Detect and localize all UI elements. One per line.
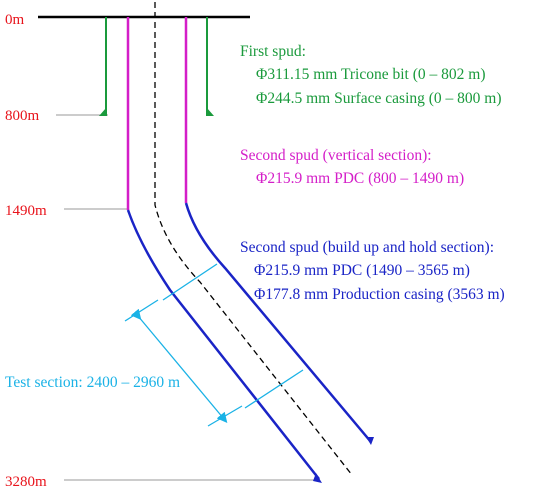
test-section-bottom-mark (244, 369, 304, 409)
production-casing-shoe-left (313, 473, 322, 483)
first-spud-title: First spud: (240, 43, 306, 60)
test-section-extent-bottom-leader (207, 405, 243, 427)
depth-label-0m: 0m (5, 12, 25, 28)
build-section-left-wall (126, 209, 320, 480)
test-section-dimension-arrow (130, 308, 228, 423)
test-section-extent-top-leader (124, 299, 159, 322)
second-spud-build-bit: Φ215.9 mm PDC (1490 – 3565 m) (254, 262, 470, 279)
production-casing-shoe-right (366, 437, 374, 445)
surface-casing-shoe-right (207, 108, 214, 116)
first-spud-bit: Φ311.15 mm Tricone bit (0 – 802 m) (256, 66, 485, 83)
test-section-label: Test section: 2400 – 2960 m (5, 374, 180, 391)
second-spud-vertical-bit: Φ215.9 mm PDC (800 – 1490 m) (256, 170, 464, 187)
depth-label-3280m: 3280m (5, 474, 47, 490)
depth-label-800m: 800m (5, 108, 40, 124)
surface-casing-shoe-left (99, 108, 106, 116)
test-section-top-mark (162, 263, 218, 301)
depth-label-1490m: 1490m (5, 203, 47, 219)
second-spud-build-title: Second spud (build up and hold section): (240, 239, 494, 256)
second-spud-vertical-title: Second spud (vertical section): (240, 147, 432, 164)
first-spud-casing: Φ244.5 mm Surface casing (0 – 800 m) (256, 90, 502, 107)
build-section-right-wall (184, 202, 372, 443)
second-spud-build-casing: Φ177.8 mm Production casing (3563 m) (254, 286, 505, 303)
well-centerline (154, 2, 353, 476)
